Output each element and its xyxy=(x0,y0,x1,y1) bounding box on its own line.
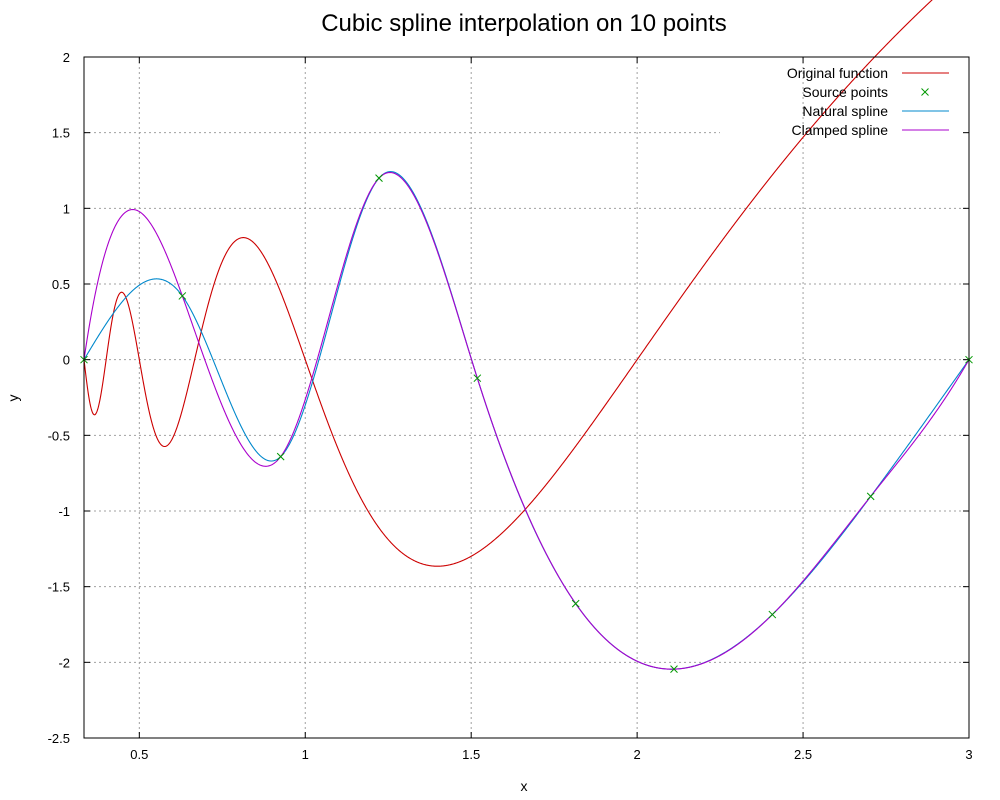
y-tick-label: 2 xyxy=(63,50,70,65)
x-tick-label: 0.5 xyxy=(130,747,148,762)
legend-label: Clamped spline xyxy=(792,122,889,138)
source-point-marker xyxy=(473,374,482,383)
y-tick-label: 0.5 xyxy=(52,277,70,292)
plot-frame xyxy=(83,56,970,739)
y-tick-label: -0.5 xyxy=(48,428,70,443)
marker-stroke xyxy=(473,374,482,383)
marker-stroke xyxy=(178,292,187,300)
marker-stroke xyxy=(571,599,580,608)
y-tick-label: 1.5 xyxy=(52,126,70,141)
x-axis-title: x xyxy=(521,778,528,794)
chart-title: Cubic spline interpolation on 10 points xyxy=(321,10,727,37)
y-tick-label: 0 xyxy=(63,353,70,368)
marker-stroke xyxy=(866,492,875,501)
legend-label: Natural spline xyxy=(802,103,888,119)
ticks xyxy=(84,56,970,739)
y-tick-label: -2.5 xyxy=(48,731,70,746)
legend-swatch xyxy=(921,88,929,96)
y-tick-label: 1 xyxy=(63,201,70,216)
y-axis-title: y xyxy=(5,395,21,402)
x-tick-label: 2 xyxy=(634,747,641,762)
y-tick-label: -1 xyxy=(58,504,70,519)
legend: Original function Source points Natural sp… xyxy=(787,65,949,138)
x-tick-label: 3 xyxy=(965,747,972,762)
y-tick-labels: -2.5 -2 -1.5 -1 -0.5 0 0.5 1 1.5 2 xyxy=(48,50,70,746)
y-tick-label: -2 xyxy=(58,655,70,670)
x-tick-labels: 0.5 1 1.5 2 2.5 3 xyxy=(130,747,972,762)
series-clamped-spline xyxy=(83,171,970,670)
marker-stroke xyxy=(768,610,777,619)
marker-stroke xyxy=(375,174,383,182)
source-point-marker xyxy=(866,492,875,501)
grid xyxy=(84,57,969,738)
series-natural-spline xyxy=(83,171,970,670)
source-point-marker xyxy=(178,292,187,300)
y-tick-label: -1.5 xyxy=(48,580,70,595)
source-point-marker xyxy=(571,599,580,608)
legend-label: Source points xyxy=(802,84,888,100)
x-tick-label: 2.5 xyxy=(794,747,812,762)
x-tick-label: 1 xyxy=(302,747,309,762)
source-point-marker xyxy=(670,665,678,673)
series-original-function xyxy=(83,0,933,567)
marker-stroke xyxy=(670,665,678,673)
legend-label: Original function xyxy=(787,65,888,81)
x-tick-label: 1.5 xyxy=(462,747,480,762)
source-point-marker xyxy=(768,610,777,619)
source-point-marker xyxy=(276,452,285,461)
series xyxy=(80,0,973,673)
marker-stroke xyxy=(276,452,285,461)
source-point-marker xyxy=(375,174,383,182)
